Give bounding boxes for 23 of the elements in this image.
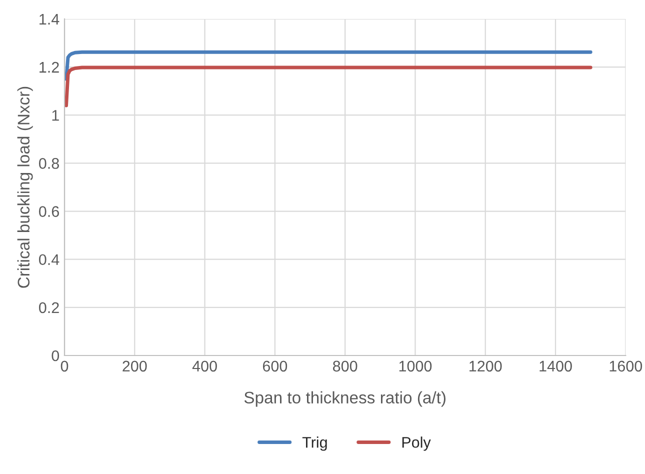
x-tick-label: 1000 (399, 360, 432, 372)
line-series (64, 66, 592, 108)
x-tick-label: 0 (60, 360, 68, 372)
x-tick-label: 1600 (610, 360, 642, 372)
y-tick-label: 1 (52, 110, 59, 121)
x-axis-title: Span to thickness ratio (a/t) (244, 391, 446, 407)
legend-label: Trig (302, 436, 327, 451)
y-tick-label: 1.2 (40, 62, 59, 73)
y-tick-label: 0.6 (39, 206, 59, 217)
x-tick-label: 1200 (470, 360, 502, 372)
x-tick-label: 1400 (540, 360, 572, 372)
y-tick-label: 0.4 (39, 254, 60, 266)
y-axis-title: Critical buckling load (Nxcr) (17, 86, 33, 288)
x-tick-label: 600 (262, 360, 288, 372)
legend-label: Poly (402, 436, 431, 451)
x-tick-label: 800 (332, 360, 358, 372)
y-tick-label: 0.8 (39, 158, 59, 169)
x-tick-label: 400 (192, 360, 217, 372)
y-tick-label: 0 (52, 350, 60, 362)
x-tick-label: 200 (122, 360, 147, 372)
y-tick-label: 1.4 (40, 14, 60, 24)
line-series (64, 50, 592, 81)
y-tick-label: 0.2 (39, 302, 59, 314)
